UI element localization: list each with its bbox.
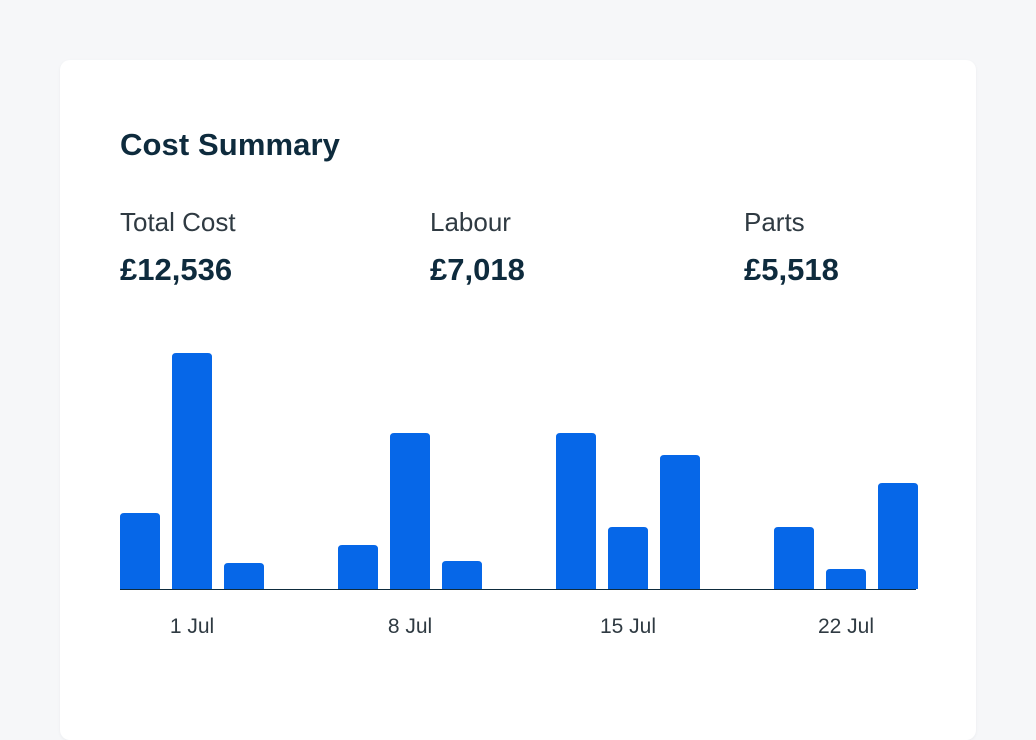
stat-value: £7,018 (430, 252, 525, 287)
stat-value: £12,536 (120, 252, 233, 287)
chart-bar (442, 561, 482, 589)
stat-labour: Labour £7,018 (430, 206, 525, 288)
stat-label: Labour (430, 207, 511, 237)
chart-bar (172, 353, 212, 589)
chart-bar (826, 569, 866, 589)
stat-label: Total Cost (120, 207, 236, 237)
chart-bar (774, 527, 814, 589)
chart-bar (660, 455, 700, 589)
x-tick-label: 15 Jul (600, 615, 656, 638)
stat-label: Parts (744, 207, 805, 237)
chart-bar (338, 545, 378, 589)
stat-value: £5,518 (744, 252, 839, 287)
chart-bar (390, 433, 430, 589)
chart-bar (120, 513, 160, 589)
stat-parts: Parts £5,518 (744, 206, 839, 288)
chart-bar (224, 563, 264, 589)
x-tick-label: 8 Jul (388, 615, 432, 638)
chart-bar (878, 483, 918, 589)
x-tick-label: 1 Jul (170, 615, 214, 638)
chart-bar (608, 527, 648, 589)
cost-summary-card: Cost Summary Total Cost £12,536 Labour £… (60, 60, 976, 740)
cost-bar-chart: 1 Jul 8 Jul 15 Jul 22 Jul (120, 353, 918, 638)
card-title: Cost Summary (120, 127, 340, 162)
stat-total-cost: Total Cost £12,536 (120, 206, 236, 288)
x-tick-label: 22 Jul (818, 615, 874, 638)
chart-bar (556, 433, 596, 589)
